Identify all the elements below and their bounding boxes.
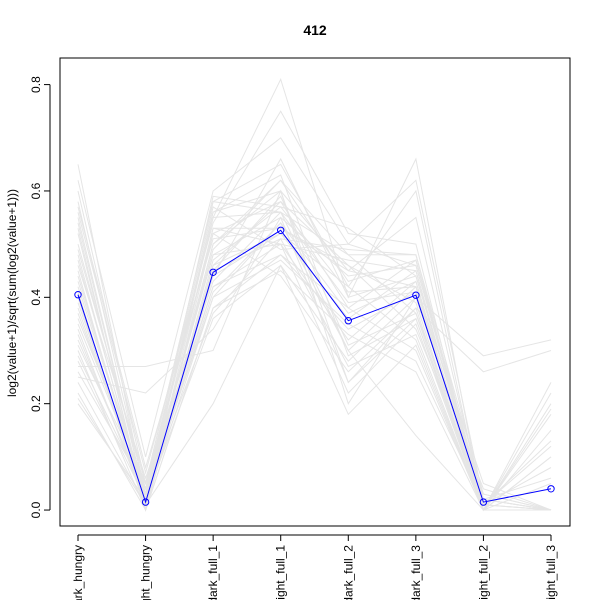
x-axis: dark_hungry light_hungry dark_full_1 light_… — [71, 534, 558, 600]
background-series-group — [77, 77, 552, 512]
highlight-series-point — [141, 498, 150, 506]
background-series-line — [77, 216, 552, 394]
background-series-line — [77, 174, 551, 511]
y-tick-label: 0.2 — [29, 395, 43, 412]
highlight-series-point — [412, 291, 420, 299]
highlight-series-point — [277, 226, 285, 235]
background-series-line — [77, 200, 552, 512]
highlight-series-point — [479, 498, 488, 506]
background-series-line — [77, 163, 552, 511]
background-series-line — [77, 227, 551, 511]
highlight-series-group — [74, 226, 555, 506]
highlight-series-point — [344, 317, 352, 325]
x-tick-label: light_full_3 — [544, 545, 558, 600]
background-series-line — [77, 264, 551, 511]
x-tick-label: light_hungry — [139, 545, 153, 600]
chart-title: 412 — [303, 22, 327, 38]
x-tick-label: dark_full_1 — [206, 545, 220, 600]
background-series-line — [77, 137, 552, 511]
background-series-line — [77, 195, 552, 512]
x-tick-label: dark_full_2 — [341, 545, 355, 600]
highlight-series-point — [547, 485, 555, 493]
highlight-series-line — [77, 229, 552, 504]
y-axis: 0.0 0.2 0.4 0.6 0.8 — [29, 76, 51, 518]
y-tick-label: 0.4 — [29, 289, 43, 306]
background-series-line — [77, 195, 552, 501]
highlight-series-point — [74, 291, 82, 299]
background-series-line — [78, 189, 552, 405]
background-series-line — [77, 206, 552, 511]
background-series-line — [77, 157, 552, 506]
x-tick-label: light_full_2 — [476, 545, 490, 600]
highlight-series-point — [209, 268, 217, 276]
y-tick-label: 0.6 — [29, 182, 43, 199]
background-series-line — [77, 216, 552, 511]
y-tick-label: 0.8 — [29, 76, 43, 93]
background-series-line — [77, 201, 552, 512]
plot-frame — [59, 57, 571, 527]
x-tick-label: dark_hungry — [71, 545, 85, 600]
y-axis-label: log2(value+1)/sqrt(sum(log2(value+1))) — [5, 189, 19, 397]
y-tick-label: 0.0 — [29, 501, 43, 518]
background-series-line — [77, 110, 552, 512]
x-tick-label: light_full_1 — [274, 545, 288, 600]
x-tick-label: dark_full_3 — [409, 545, 423, 600]
background-series-line — [77, 200, 552, 512]
